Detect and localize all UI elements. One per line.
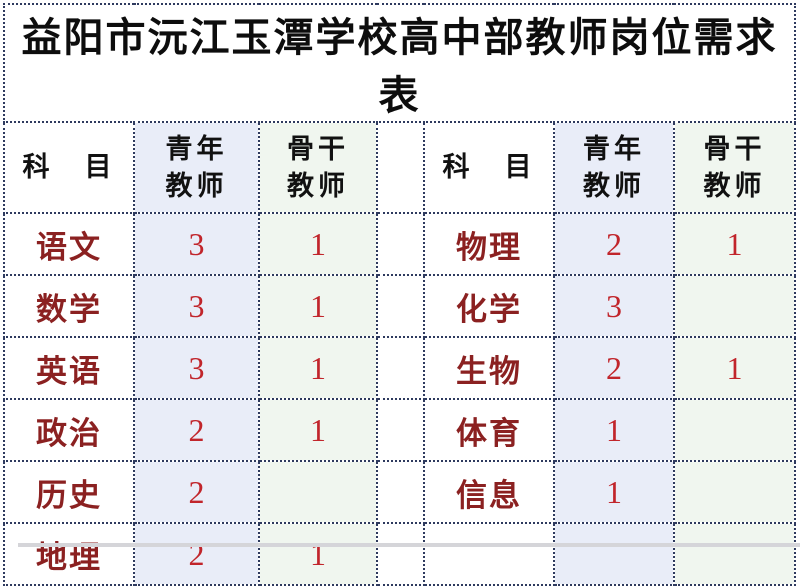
young-count-cell: 2 xyxy=(133,522,260,586)
header-subject-right: 科 目 xyxy=(423,121,555,214)
gap-cell xyxy=(376,274,425,338)
subject-cell: 语文 xyxy=(3,212,135,276)
table-row-2: 数学 3 1 化学 3 xyxy=(3,274,797,338)
backbone-count-cell xyxy=(672,398,797,462)
backbone-count-cell xyxy=(672,522,797,586)
subject-cell: 体育 xyxy=(423,398,555,462)
subject-cell: 化学 xyxy=(423,274,555,338)
teacher-demand-table: 益阳市沅江玉潭学校高中部教师岗位需求表 科 目 青年 教师 骨干 教师 科 目 … xyxy=(2,3,797,586)
backbone-count-cell: 1 xyxy=(672,212,797,276)
header-row: 科 目 青年 教师 骨干 教师 科 目 青年 教师 骨干 教师 xyxy=(3,121,797,214)
gap-cell xyxy=(376,460,425,524)
table-row-4: 政治 2 1 体育 1 xyxy=(3,398,797,462)
table-row-1: 语文 3 1 物理 2 1 xyxy=(3,212,797,276)
table-row-5: 历史 2 信息 1 xyxy=(3,460,797,524)
young-count-cell: 2 xyxy=(133,460,260,524)
young-count-cell: 1 xyxy=(553,398,675,462)
subject-cell: 地理 xyxy=(3,522,135,586)
header-young-left: 青年 教师 xyxy=(133,121,260,214)
header-subject-left: 科 目 xyxy=(3,121,135,214)
young-count-cell: 1 xyxy=(553,460,675,524)
young-count-cell: 3 xyxy=(133,336,260,400)
backbone-count-cell: 1 xyxy=(258,398,378,462)
backbone-count-cell xyxy=(672,274,797,338)
gap-cell xyxy=(376,212,425,276)
table-row-3: 英语 3 1 生物 2 1 xyxy=(3,336,797,400)
page-title: 益阳市沅江玉潭学校高中部教师岗位需求表 xyxy=(21,16,778,118)
subject-cell: 英语 xyxy=(3,336,135,400)
backbone-count-cell: 1 xyxy=(672,336,797,400)
backbone-count-cell xyxy=(258,460,378,524)
subject-cell: 信息 xyxy=(423,460,555,524)
subject-cell: 历史 xyxy=(3,460,135,524)
title-cell: 益阳市沅江玉潭学校高中部教师岗位需求表 xyxy=(2,3,797,123)
teacher-demand-sheet: 益阳市沅江玉潭学校高中部教师岗位需求表 科 目 青年 教师 骨干 教师 科 目 … xyxy=(2,3,797,586)
young-count-cell: 2 xyxy=(553,212,675,276)
backbone-count-cell: 1 xyxy=(258,522,378,586)
subject-cell: 物理 xyxy=(423,212,555,276)
young-count-cell: 3 xyxy=(553,274,675,338)
subject-cell: 政治 xyxy=(3,398,135,462)
subject-cell: 生物 xyxy=(423,336,555,400)
title-row: 益阳市沅江玉潭学校高中部教师岗位需求表 xyxy=(2,3,797,123)
young-count-cell xyxy=(553,522,675,586)
header-backbone-right: 骨干 教师 xyxy=(672,121,797,214)
gap-cell xyxy=(376,398,425,462)
subject-cell xyxy=(423,522,555,586)
subject-cell: 数学 xyxy=(3,274,135,338)
backbone-count-cell xyxy=(672,460,797,524)
young-count-cell: 3 xyxy=(133,212,260,276)
header-backbone-left: 骨干 教师 xyxy=(258,121,378,214)
gap-cell xyxy=(376,522,425,586)
young-count-cell: 3 xyxy=(133,274,260,338)
bottom-edge-shadow xyxy=(18,543,800,547)
table-row-6: 地理 2 1 xyxy=(3,522,797,586)
header-gap-spacer xyxy=(376,121,425,214)
backbone-count-cell: 1 xyxy=(258,336,378,400)
header-young-right: 青年 教师 xyxy=(553,121,675,214)
gap-cell xyxy=(376,336,425,400)
backbone-count-cell: 1 xyxy=(258,212,378,276)
young-count-cell: 2 xyxy=(133,398,260,462)
backbone-count-cell: 1 xyxy=(258,274,378,338)
young-count-cell: 2 xyxy=(553,336,675,400)
